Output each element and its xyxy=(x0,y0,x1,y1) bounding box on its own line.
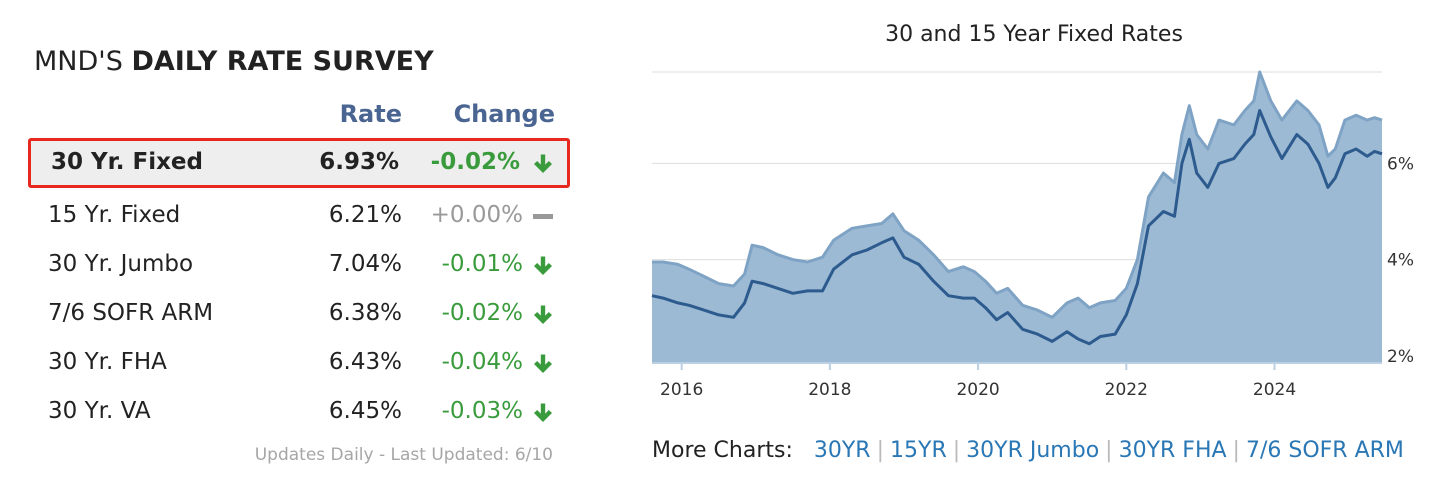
change-value: +0.00% xyxy=(430,202,523,228)
survey-title-prefix: MND'S xyxy=(34,46,123,77)
rate-value: 6.45% xyxy=(328,398,402,424)
more-charts-bar: More Charts: 30YR | 15YR | 30YR Jumbo | 30YR F… xyxy=(652,438,1404,463)
loan-type-label: 15 Yr. Fixed xyxy=(48,202,181,228)
link-separator: | xyxy=(1232,438,1240,463)
loan-type-label: 30 Yr. Jumbo xyxy=(48,251,194,277)
rate-row[interactable]: 30 Yr. FHA 6.43% -0.04% xyxy=(28,339,570,389)
upper-series-line xyxy=(652,70,1383,319)
rate-history-chart: 2016 2018 2020 2022 2024 2% 4% 6% xyxy=(651,70,1414,400)
y-tick-label: 6% xyxy=(1387,154,1414,174)
chart-link[interactable]: 30YR FHA xyxy=(1118,438,1227,463)
survey-title-bold: DAILY RATE SURVEY xyxy=(131,46,434,77)
change-value: -0.02% xyxy=(441,300,523,326)
rate-value: 7.04% xyxy=(328,251,402,277)
loan-type-label: 30 Yr. Fixed xyxy=(51,149,203,175)
arrow-down-icon xyxy=(534,354,552,373)
link-separator: | xyxy=(876,438,885,463)
lower-series-line xyxy=(651,109,1383,346)
x-tick-label: 2018 xyxy=(808,380,851,400)
rate-column-header: Rate xyxy=(339,100,402,128)
change-value: -0.01% xyxy=(441,251,523,277)
x-tick-label: 2022 xyxy=(1105,380,1148,400)
change-value: -0.04% xyxy=(441,349,523,375)
y-tick-label: 2% xyxy=(1387,347,1414,367)
arrow-down-icon xyxy=(534,256,552,275)
rate-value: 6.38% xyxy=(328,300,402,326)
chart-link[interactable]: 30YR Jumbo xyxy=(966,438,1100,463)
chart-title: 30 and 15 Year Fixed Rates xyxy=(885,22,1183,47)
chart-link[interactable]: 30YR xyxy=(813,438,871,463)
rate-row[interactable]: 30 Yr. VA 6.45% -0.03% xyxy=(28,388,570,438)
dash-icon xyxy=(533,214,553,219)
rate-survey-panel: MND'S DAILY RATE SURVEY Rate Change 30 Y… xyxy=(0,0,600,504)
rate-value: 6.93% xyxy=(319,149,399,175)
more-charts-label: More Charts: xyxy=(652,438,793,463)
arrow-down-icon xyxy=(534,305,552,324)
link-separator: | xyxy=(1105,438,1113,463)
rate-row[interactable]: 15 Yr. Fixed 6.21% +0.00% xyxy=(28,192,570,242)
arrow-down-icon xyxy=(534,154,552,173)
rate-row[interactable]: 30 Yr. Jumbo 7.04% -0.01% xyxy=(28,241,570,291)
rate-value: 6.43% xyxy=(328,349,402,375)
x-tick-label: 2016 xyxy=(660,380,703,400)
arrow-down-icon xyxy=(534,403,552,422)
more-charts-links: 30YR | 15YR | 30YR Jumbo | 30YR FHA | 7/6 SOFR A… xyxy=(800,438,1404,463)
area-fill xyxy=(652,72,1382,363)
change-value: -0.03% xyxy=(441,398,523,424)
y-tick-label: 4% xyxy=(1387,251,1414,271)
change-value: -0.02% xyxy=(430,149,520,175)
x-tick-label: 2020 xyxy=(956,380,999,400)
loan-type-label: 30 Yr. FHA xyxy=(48,349,167,375)
loan-type-label: 7/6 SOFR ARM xyxy=(48,300,214,326)
link-separator: | xyxy=(952,438,961,463)
chart-link[interactable]: 15YR xyxy=(890,438,947,463)
last-updated-note: Updates Daily - Last Updated: 6/10 xyxy=(254,445,553,465)
change-column-header: Change xyxy=(453,100,555,128)
rate-row[interactable]: 30 Yr. Fixed 6.93% -0.02% xyxy=(28,138,570,188)
x-tick-label: 2024 xyxy=(1253,380,1296,400)
survey-title: MND'S DAILY RATE SURVEY xyxy=(34,46,434,77)
rate-row[interactable]: 7/6 SOFR ARM 6.38% -0.02% xyxy=(28,290,570,340)
chart-link[interactable]: 7/6 SOFR ARM xyxy=(1245,438,1404,463)
loan-type-label: 30 Yr. VA xyxy=(48,398,151,424)
rate-value: 6.21% xyxy=(328,202,402,228)
